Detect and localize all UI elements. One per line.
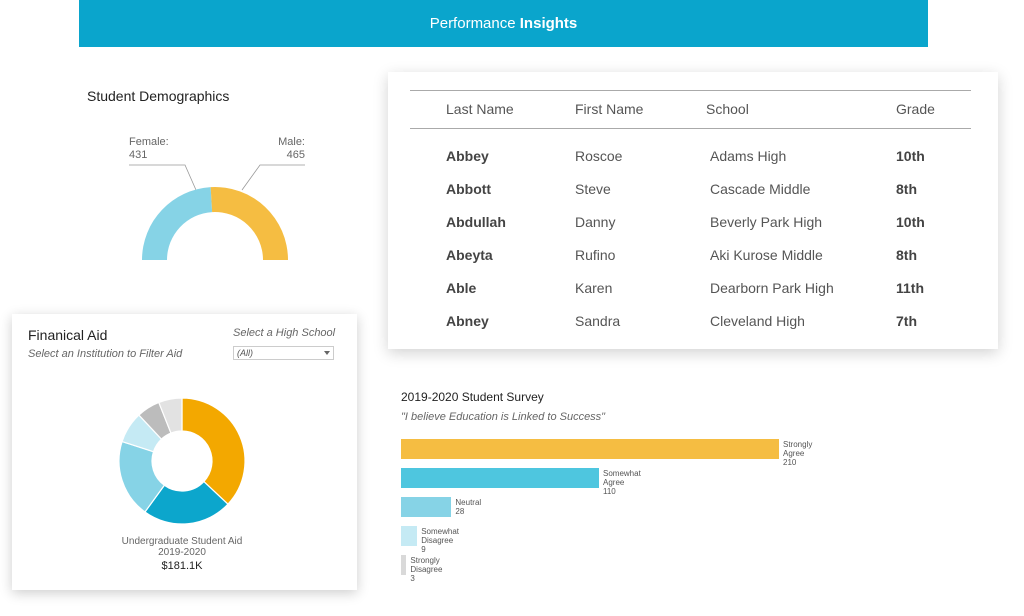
table-cell: 11th bbox=[896, 280, 925, 296]
aid-caption: Undergraduate Student Aid 2019-2020 bbox=[112, 536, 252, 558]
table-cell: Steve bbox=[575, 181, 611, 197]
table-cell: 7th bbox=[896, 313, 917, 329]
header-school: School bbox=[706, 101, 749, 117]
select-school-label: Select a High School bbox=[233, 327, 336, 339]
table-cell: Cleveland High bbox=[710, 313, 805, 329]
survey-title: 2019-2020 Student Survey bbox=[401, 390, 544, 404]
male-leader-line bbox=[241, 164, 305, 191]
female-value: 431 bbox=[129, 149, 148, 161]
table-top-rule bbox=[410, 90, 971, 91]
survey-bar-label: Neutral 28 bbox=[455, 498, 481, 516]
survey-bar bbox=[401, 555, 407, 575]
survey-category-label: Strongly Disagree bbox=[410, 556, 443, 574]
school-select[interactable]: (All) bbox=[233, 346, 334, 360]
survey-bar-label: Somewhat Agree 110 bbox=[603, 469, 641, 496]
survey-bar bbox=[401, 497, 452, 517]
survey-bar bbox=[401, 439, 779, 459]
table-cell: Dearborn Park High bbox=[710, 280, 834, 296]
aid-subtitle: Select an Institution to Filter Aid bbox=[28, 348, 183, 360]
aid-caption-line2: 2019-2020 bbox=[158, 547, 206, 558]
header-title-bold: Insights bbox=[519, 15, 578, 32]
survey-bar bbox=[401, 468, 599, 488]
survey-subtitle: "I believe Education is Linked to Succes… bbox=[401, 411, 606, 423]
header-title-regular: Performance bbox=[429, 15, 516, 32]
survey-value-label: 9 bbox=[421, 545, 426, 554]
chevron-down-icon bbox=[324, 351, 330, 355]
table-cell: 8th bbox=[896, 181, 917, 197]
table-cell: Roscoe bbox=[575, 148, 623, 164]
aid-slice bbox=[181, 397, 246, 505]
table-cell: 8th bbox=[896, 247, 917, 263]
table-cell: Abbott bbox=[446, 181, 492, 197]
survey-category-label: Somewhat Agree bbox=[603, 469, 641, 487]
table-cell: 10th bbox=[896, 148, 925, 164]
male-arc bbox=[210, 187, 288, 260]
demographics-chart bbox=[129, 164, 305, 260]
demographics-title: Student Demographics bbox=[87, 88, 230, 104]
table-cell: Aki Kurose Middle bbox=[710, 247, 823, 263]
female-label: Female: bbox=[129, 136, 169, 148]
student-table-card: Last Name First Name School Grade Abbey R… bbox=[388, 72, 998, 349]
survey-category-label: Neutral bbox=[455, 498, 482, 507]
aid-slice bbox=[158, 397, 183, 434]
aid-title: Finanical Aid bbox=[28, 327, 108, 343]
table-cell: Danny bbox=[575, 214, 616, 230]
financial-aid-card: Finanical Aid Select an Institution to F… bbox=[12, 314, 357, 590]
male-value: 465 bbox=[286, 149, 305, 161]
survey-bar-label: Strongly Disagree 3 bbox=[410, 556, 442, 583]
survey-value-label: 3 bbox=[410, 574, 415, 583]
survey-value-label: 28 bbox=[455, 507, 465, 516]
survey-category-label: Somewhat Disagree bbox=[421, 527, 459, 545]
survey-bar-label: Strongly Agree 210 bbox=[783, 440, 812, 467]
table-cell: Abney bbox=[446, 313, 489, 329]
female-label-group: Female: 431 bbox=[129, 136, 169, 162]
table-cell: Cascade Middle bbox=[710, 181, 811, 197]
header-first-name: First Name bbox=[575, 101, 644, 117]
survey-value-label: 110 bbox=[603, 487, 616, 496]
survey-bar bbox=[401, 526, 418, 546]
table-cell: Sandra bbox=[575, 313, 621, 329]
female-arc bbox=[142, 187, 213, 260]
header-grade: Grade bbox=[896, 101, 935, 117]
survey-bar-label: Somewhat Disagree 9 bbox=[421, 527, 459, 554]
table-cell: Rufino bbox=[575, 247, 616, 263]
aid-caption-line1: Undergraduate Student Aid bbox=[121, 536, 243, 547]
table-header-rule bbox=[410, 128, 971, 129]
male-label: Male: bbox=[278, 136, 305, 148]
aid-donut-chart bbox=[118, 397, 246, 525]
header-last-name: Last Name bbox=[446, 101, 514, 117]
table-cell: Beverly Park High bbox=[710, 214, 823, 230]
table-cell: Abeyta bbox=[446, 247, 493, 263]
table-cell: Karen bbox=[575, 280, 613, 296]
female-leader-line bbox=[129, 164, 197, 191]
table-cell: 10th bbox=[896, 214, 925, 230]
table-cell: Abbey bbox=[446, 148, 489, 164]
table-cell: Adams High bbox=[710, 148, 787, 164]
survey-category-label: Strongly Agree bbox=[783, 440, 813, 458]
male-label-group: Male: 465 bbox=[262, 136, 305, 162]
page-header: Performance Insights bbox=[79, 0, 928, 47]
table-cell: Able bbox=[446, 280, 477, 296]
table-cell: Abdullah bbox=[446, 214, 506, 230]
survey-value-label: 210 bbox=[783, 458, 797, 467]
school-select-value: (All) bbox=[237, 348, 253, 358]
aid-total: $181.1K bbox=[161, 560, 203, 572]
